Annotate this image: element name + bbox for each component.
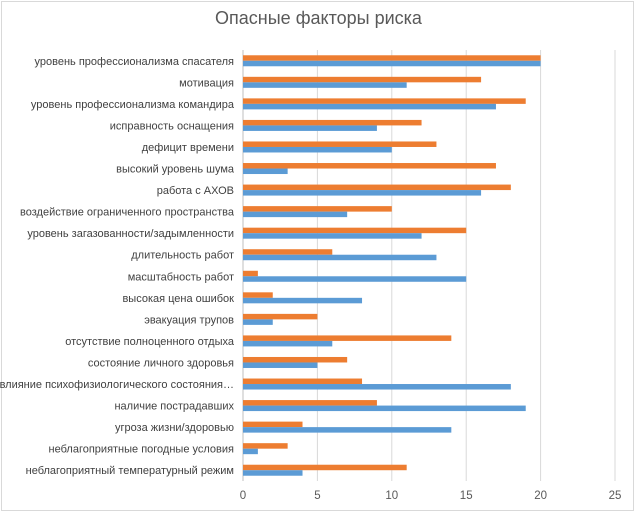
bar <box>243 98 526 104</box>
category-label: отсутствие полноценного отдыха <box>65 336 235 348</box>
bar <box>243 119 422 126</box>
category-label: высокий уровень шума <box>116 164 235 176</box>
x-tick-label: 10 <box>385 490 398 502</box>
bars <box>243 55 541 476</box>
category-labels: уровень профессионализма спасателя мотива… <box>0 56 235 477</box>
bar <box>243 270 258 277</box>
bar <box>243 82 407 88</box>
bar <box>243 141 437 147</box>
bar <box>243 206 392 212</box>
bar <box>243 233 422 239</box>
x-tick-label: 15 <box>460 490 473 502</box>
bar <box>243 55 541 61</box>
category-label: воздействие ограниченного пространства <box>20 207 235 219</box>
category-label: длительность работ <box>131 250 234 262</box>
bar <box>243 384 511 390</box>
bar <box>243 249 333 255</box>
category-label: масштабность работ <box>128 271 234 283</box>
bar <box>243 297 363 304</box>
x-tick-label: 20 <box>534 490 547 502</box>
bar <box>243 378 363 385</box>
category-label: эвакуация трупов <box>144 314 234 326</box>
bar <box>243 356 348 363</box>
bar <box>243 335 452 341</box>
x-tick-label: 5 <box>314 490 320 502</box>
bar <box>243 319 273 325</box>
bar <box>243 470 303 476</box>
category-label: работа с АХОВ <box>157 185 234 197</box>
category-label: высокая цена ошибок <box>122 293 234 305</box>
bar <box>243 464 407 471</box>
bar <box>243 313 318 320</box>
category-label: исправность оснащения <box>110 120 234 132</box>
bar <box>243 400 377 406</box>
category-label: уровень загазованности/задымленности <box>27 228 234 240</box>
x-tick-label: 25 <box>609 490 622 502</box>
bar <box>243 163 496 169</box>
bar <box>243 146 392 153</box>
x-tick-label: 0 <box>240 490 246 502</box>
category-label: состояние личного здоровья <box>88 357 234 369</box>
bar <box>243 292 273 298</box>
category-label: угроза жизни/здоровью <box>115 422 234 434</box>
bar <box>243 254 437 261</box>
category-label: влияние психофизиологического состояния… <box>0 379 234 391</box>
bar <box>243 190 482 196</box>
bar <box>243 427 452 433</box>
bar <box>243 168 288 175</box>
bar <box>243 60 541 67</box>
chart-title: Опасные факторы риска <box>215 8 422 28</box>
category-label: уровень профессионализма командира <box>31 99 235 111</box>
bar <box>243 276 467 282</box>
category-label: наличие пострадавших <box>114 401 234 413</box>
category-label: мотивация <box>179 77 234 89</box>
bar <box>243 443 288 449</box>
bar <box>243 448 258 455</box>
category-label: уровень профессионализма спасателя <box>35 56 235 68</box>
bar <box>243 421 303 428</box>
bar <box>243 211 348 218</box>
bar <box>243 405 526 412</box>
x-tick-labels: 0 5 10 15 20 25 <box>240 490 622 502</box>
bar <box>243 340 333 347</box>
category-label: неблагоприятный температурный режим <box>26 465 234 477</box>
gridlines <box>242 50 616 481</box>
bar <box>243 362 318 368</box>
category-label: неблагоприятные погодные условия <box>49 444 234 456</box>
bar <box>243 125 377 131</box>
bar <box>243 103 496 110</box>
bar <box>243 227 467 234</box>
category-label: дефицит времени <box>142 142 234 154</box>
bar <box>243 76 482 83</box>
bar <box>243 184 511 191</box>
